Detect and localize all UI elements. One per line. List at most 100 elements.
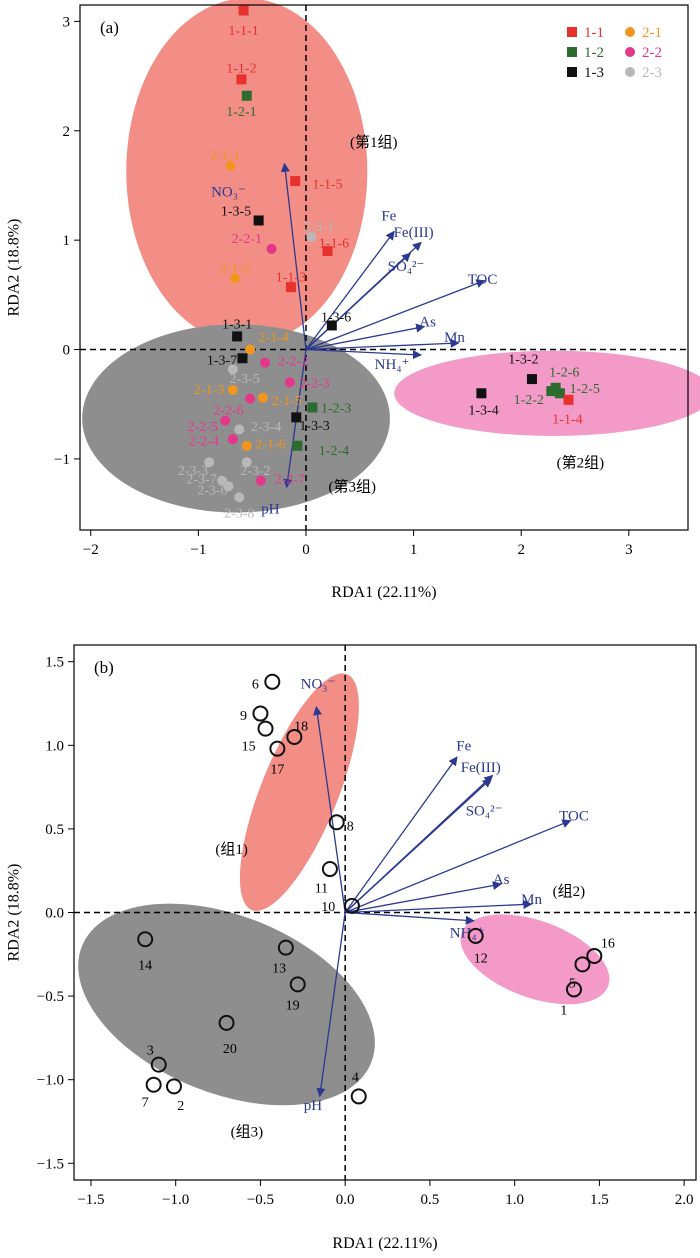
sample-label: 1-1-4	[552, 412, 582, 427]
vector-arrow	[345, 881, 502, 914]
vector-arrow	[344, 819, 572, 914]
sample-point	[565, 981, 582, 998]
y-tick-label: −1	[54, 452, 70, 468]
vector-label: As	[419, 315, 436, 331]
vector-arrow	[305, 252, 412, 351]
sample-point	[574, 956, 591, 973]
sample-label: 2-3-5	[229, 372, 259, 387]
sample-point	[236, 74, 247, 85]
vector-label: SO₄²⁻	[388, 259, 425, 275]
x-tick-label: −1.5	[77, 1192, 104, 1208]
vector-label: pH	[304, 1098, 323, 1114]
x-tick-label: −1.0	[162, 1192, 189, 1208]
y-tick-label: 0.5	[45, 822, 64, 838]
sample-label: 1-2-3	[321, 402, 351, 417]
group-label: (第2组)	[557, 454, 605, 472]
vector-arrow	[344, 756, 458, 913]
y-tick-label: 3	[63, 14, 71, 30]
sample-label: 1-3-5	[221, 205, 251, 220]
group-label: (第3组)	[329, 478, 377, 496]
sample-point	[234, 424, 245, 435]
group-label: (组2)	[553, 883, 586, 900]
sample-point	[241, 440, 252, 451]
sample-label: 1-1-2	[226, 61, 256, 76]
sample-point	[321, 861, 338, 878]
sample-label: 2-3-1	[304, 220, 334, 235]
sample-point	[234, 492, 245, 503]
sample-label: 2-1-2	[220, 262, 250, 277]
sample-point	[257, 392, 268, 403]
sample-point	[291, 412, 302, 423]
sample-label: 4	[352, 1070, 359, 1085]
vector-label: TOC	[559, 809, 589, 825]
sample-point	[223, 481, 234, 492]
sample-label: 3	[147, 1044, 154, 1059]
legend-marker	[625, 47, 635, 57]
sample-point	[241, 457, 252, 468]
sample-label: 10	[321, 900, 335, 915]
x-tick-label: 1.5	[590, 1192, 609, 1208]
y-tick-label: −1.0	[37, 1073, 64, 1089]
sample-point	[252, 705, 269, 722]
sample-label: 1-2-6	[549, 365, 579, 380]
vector-label: As	[493, 872, 510, 888]
sample-label: 7	[142, 1095, 149, 1110]
legend-label: 1-1	[584, 25, 604, 41]
vector-label: Fe	[381, 208, 396, 224]
legend-label: 2-3	[642, 65, 662, 81]
panel-label: (b)	[94, 658, 114, 677]
group-ellipse	[239, 673, 359, 911]
y-tick-label: 1.5	[45, 655, 64, 671]
y-tick-label: 1	[63, 233, 71, 249]
x-tick-label: −0.5	[247, 1192, 274, 1208]
sample-label: 1-3-6	[321, 311, 351, 326]
vector-label: pH	[261, 502, 280, 518]
sample-point	[227, 385, 238, 395]
y-axis-label: RDA2 (18.8%)	[6, 864, 23, 962]
sample-point	[232, 331, 243, 342]
sample-point	[253, 215, 264, 226]
sample-point	[343, 897, 360, 914]
sample-point	[550, 382, 561, 393]
group-ellipse	[78, 903, 375, 1106]
sample-label: 2-1-6	[255, 438, 285, 453]
group-label: (第1组)	[350, 133, 398, 151]
sample-label: 8	[347, 820, 354, 835]
vector-label: Fe	[456, 738, 471, 754]
legend-label: 1-3	[584, 65, 604, 81]
x-tick-label: −2	[83, 542, 99, 558]
sample-label: 1-3-4	[468, 404, 498, 419]
sample-label: 1-1-3	[276, 270, 306, 285]
x-axis-label: RDA1 (22.11%)	[332, 1235, 437, 1252]
y-tick-label: 0	[63, 343, 71, 359]
sample-point	[350, 1088, 367, 1105]
sample-label: 2-1-3	[194, 383, 224, 398]
sample-label: 2-2-1	[232, 232, 262, 247]
sample-label: 1-2-2	[514, 393, 544, 408]
sample-label: 1-1-6	[319, 236, 349, 251]
sample-point	[137, 931, 154, 948]
sample-label: 1-2-4	[319, 444, 349, 459]
sample-point	[229, 273, 240, 284]
x-tick-label: 3	[625, 542, 633, 558]
sample-point	[306, 231, 317, 242]
panel-label: (a)	[100, 18, 119, 37]
vector-arrow	[345, 899, 533, 914]
sample-label: 17	[270, 763, 284, 778]
sample-point	[227, 364, 238, 375]
sample-label: 2	[177, 1099, 184, 1114]
sample-point	[326, 320, 337, 331]
sample-label: 18	[294, 719, 308, 734]
vector-arrow	[305, 230, 395, 350]
panel-b: −1.5 −1.0 −0.5 0.0 0.5 1.0 1.5 2.0 −1.5 −1.0 −0.5 0…	[6, 644, 697, 1252]
sample-label: 2-3-3	[178, 464, 208, 479]
vector-arrow	[316, 912, 346, 1098]
sample-label: 1-1-1	[228, 24, 258, 39]
vector-arrow	[344, 778, 492, 913]
sample-label: 1	[560, 1003, 567, 1018]
sample-label: 2-2-7	[275, 473, 305, 488]
sample-label: 2-3-8	[224, 507, 254, 522]
sample-point	[255, 475, 266, 486]
sample-label: 1-2-5	[570, 382, 600, 397]
